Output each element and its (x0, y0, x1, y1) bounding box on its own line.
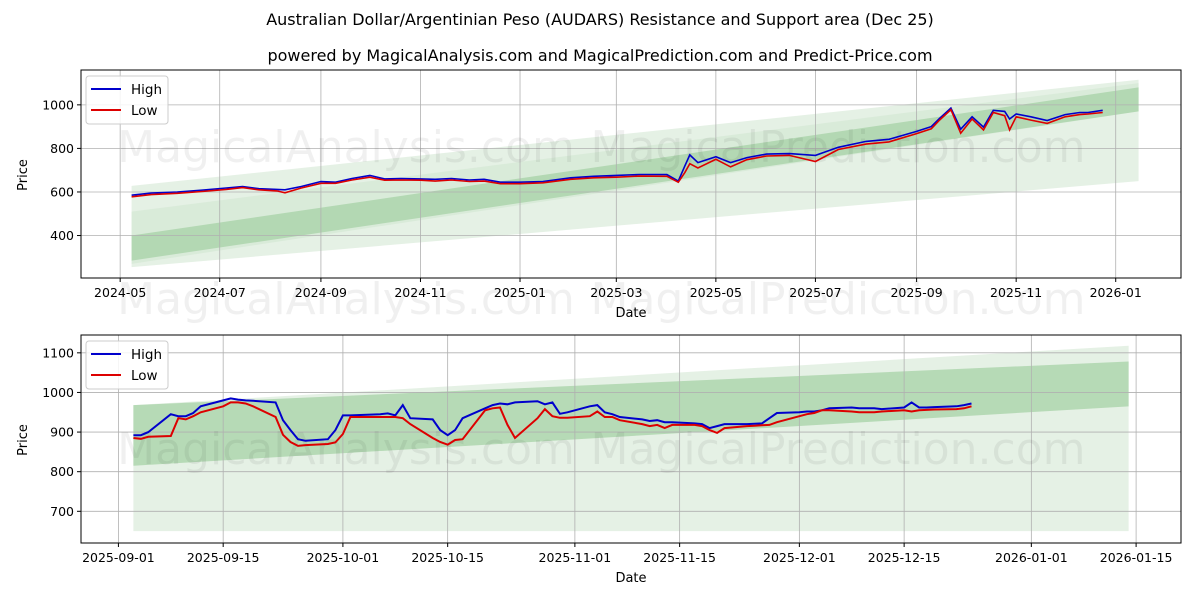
x-tick-label: 2024-07 (194, 285, 246, 300)
top-axes-frame (80, 69, 1182, 279)
bottom-chart: MagicalAnalysis.com MagicalPrediction.co… (16, 334, 1182, 586)
chart-subtitle: powered by MagicalAnalysis.com and Magic… (267, 46, 933, 65)
x-tick-label: 2026-01 (1090, 285, 1142, 300)
x-tick-label: 2025-12-15 (868, 550, 941, 565)
bottom-x-axis-label: Date (615, 571, 646, 586)
top-legend-low-label: Low (131, 103, 158, 119)
x-tick-label: 2025-10-01 (307, 550, 380, 565)
top-grid (81, 70, 1181, 278)
y-tick-label: 1000 (42, 385, 74, 400)
x-tick-label: 2025-09 (890, 285, 942, 300)
top-legend-high-label: High (131, 82, 162, 98)
x-tick-label: 2025-12-01 (763, 550, 836, 565)
y-tick-label: 900 (50, 425, 74, 440)
y-tick-label: 600 (50, 184, 74, 199)
x-tick-label: 2025-09-01 (82, 550, 155, 565)
x-tick-label: 2025-10-15 (411, 550, 484, 565)
top-low-line (131, 108, 1103, 198)
top-watermark-analysis-2: MagicalAnalysis.com (117, 274, 575, 325)
x-tick-label: 2025-07 (789, 285, 841, 300)
bottom-low-line (133, 401, 972, 447)
x-tick-label: 2025-03 (590, 285, 642, 300)
x-tick-label: 2025-09-15 (187, 550, 260, 565)
top-axis-ticks: 2024-05 2024-07 2024-09 2024-11 2025-01 2025-… (42, 97, 1142, 300)
y-tick-label: 1100 (42, 345, 74, 360)
bottom-legend-low-label: Low (131, 368, 158, 384)
band-dark_channel (133, 361, 1129, 466)
chart-title: Australian Dollar/Argentinian Peso (AUDA… (266, 10, 934, 29)
top-x-axis-label: Date (615, 306, 646, 321)
x-tick-label: 2024-05 (94, 285, 146, 300)
bottom-axis-ticks: 2025-09-01 2025-09-15 2025-10-01 2025-10-15… (42, 345, 1172, 565)
bottom-watermark-prediction: MagicalPrediction.com (591, 424, 1086, 475)
top-support-resistance-bands (131, 79, 1139, 268)
x-tick-label: 2025-05 (690, 285, 742, 300)
x-tick-label: 2025-11-01 (539, 550, 612, 565)
bottom-legend-high-label: High (131, 347, 162, 363)
x-tick-label: 2025-01 (494, 285, 546, 300)
top-chart: MagicalAnalysis.com MagicalPrediction.co… (16, 69, 1182, 325)
top-watermark-prediction-2: MagicalPrediction.com (591, 274, 1086, 325)
x-tick-label: 2025-11 (990, 285, 1042, 300)
y-tick-label: 1000 (42, 97, 74, 112)
x-tick-label: 2024-11 (394, 285, 446, 300)
top-legend: High Low (85, 75, 169, 125)
top-watermark-analysis: MagicalAnalysis.com (117, 122, 575, 173)
x-tick-label: 2026-01-15 (1100, 550, 1173, 565)
bottom-axes-frame (80, 334, 1182, 544)
y-tick-label: 800 (50, 141, 74, 156)
y-tick-label: 400 (50, 228, 74, 243)
y-tick-label: 800 (50, 464, 74, 479)
x-tick-label: 2024-09 (295, 285, 347, 300)
y-tick-label: 700 (50, 504, 74, 519)
x-tick-label: 2026-01-01 (995, 550, 1068, 565)
bottom-legend: High Low (85, 340, 169, 390)
bottom-high-line (133, 397, 972, 442)
bottom-y-axis-label: Price (16, 424, 31, 456)
bottom-watermark-analysis: MagicalAnalysis.com (117, 424, 575, 475)
top-y-axis-label: Price (16, 159, 31, 191)
x-tick-label: 2025-11-15 (643, 550, 716, 565)
bottom-grid (81, 335, 1181, 543)
